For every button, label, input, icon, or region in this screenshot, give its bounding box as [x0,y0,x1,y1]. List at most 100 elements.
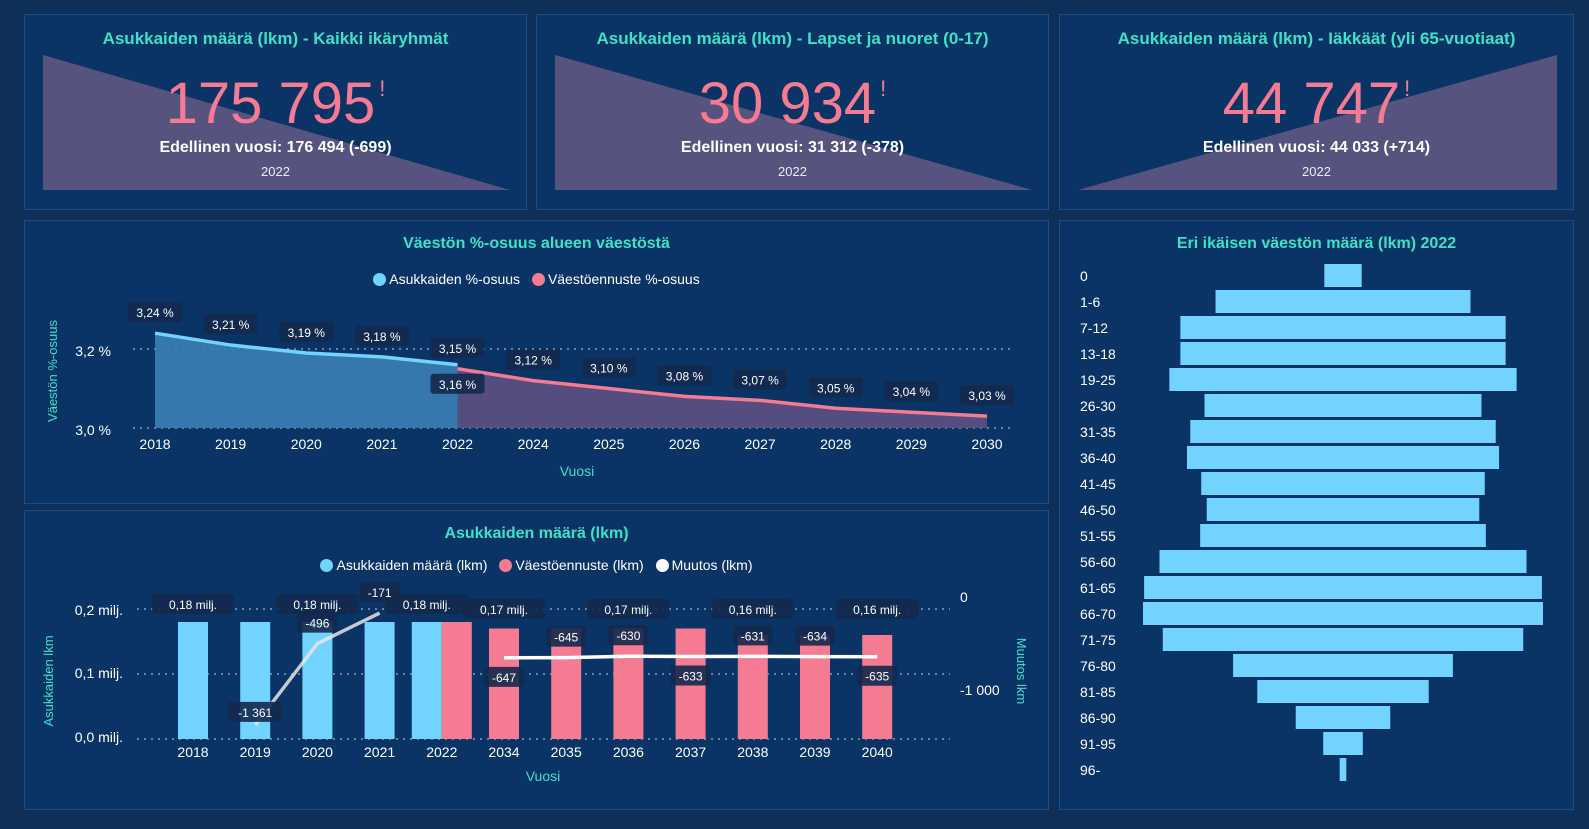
x-tick-label: 2037 [675,744,706,760]
data-label-bg [857,665,898,686]
data-label-bg [359,582,400,603]
kpi-previous: Edellinen vuosi: 44 033 (+714) [1202,139,1431,156]
age-label: 46-50 [1080,502,1116,518]
y-tick-label: 0,1 milj. [75,665,123,681]
data-label: 0,16 milj. [729,603,777,617]
chart-title: Eri ikäisen väestön määrä (lkm) 2022 [1176,235,1457,252]
age-bar [1323,732,1363,755]
data-label-bg [228,701,283,722]
age-label: 91-95 [1080,736,1116,752]
age-chart-panel: Eri ikäisen väestön määrä (lkm) 2022 0 1-… [1059,220,1574,810]
data-label: -635 [865,670,889,684]
change-line [253,611,381,726]
data-label-bg [960,385,1014,406]
data-label: -630 [616,629,640,643]
x-tick-label: 2028 [820,436,851,452]
age-label: 1-6 [1080,294,1100,310]
bar-actual [178,622,208,739]
age-label: 19-25 [1080,372,1116,388]
legend-dot [531,273,545,286]
kpi-year: 2022 [1302,164,1331,179]
x-tick-label: 2026 [669,436,700,452]
kpi-card-total: Asukkaiden määrä (lkm) - Kaikki ikäryhmä… [24,14,527,210]
data-label-bg [279,321,334,342]
kpi-previous: Edellinen vuosi: 31 312 (-378) [680,139,905,156]
legend-item[interactable]: Väestöennuste %-osuus [531,271,700,287]
age-label: 86-90 [1080,710,1116,726]
x-axis-title: Vuosi [560,463,595,479]
y-tick-label: 0,0 milj. [75,729,123,745]
data-label-bg [484,666,524,687]
kpi-trend-shape [555,55,1032,190]
age-bar [1324,264,1362,287]
age-bar [1169,368,1517,391]
legend-label: Asukkaiden %-osuus [389,271,521,287]
data-label: -496 [305,617,329,631]
data-label-bg [354,325,409,346]
data-label-bg [430,337,485,358]
data-label-bg [884,381,939,402]
age-bar [1144,576,1542,599]
age-bar [1186,446,1500,469]
chart-title: Asukkaiden määrä (lkm) [444,525,629,542]
bar-actual [364,622,395,739]
x-tick-label: 2018 [177,744,208,760]
legend-item[interactable]: Asukkaiden %-osuus [373,271,520,287]
data-label-bg [608,625,649,646]
age-bar [1159,550,1527,573]
data-label: 3,10 % [590,362,628,376]
kpi-year: 2022 [778,164,807,179]
data-label-bg [657,365,712,386]
x-tick-label: 2030 [971,436,1002,452]
x-tick-label: 2019 [215,436,246,452]
change-line [503,654,878,660]
data-label-bg [670,665,711,686]
kpi-card-children: Asukkaiden määrä (lkm) - Lapset ja nuore… [536,14,1049,210]
kpi-title: Asukkaiden määrä (lkm) - Kaikki ikäryhmä… [102,29,449,48]
warning-icon: ! [1404,76,1411,101]
age-label: 36-40 [1080,450,1116,466]
age-bar [1215,290,1471,313]
x-tick-label: 2038 [737,744,768,760]
data-label-bg [506,349,561,370]
kpi-trend-shape [1078,55,1557,190]
data-label-bg [128,302,182,323]
data-label-bg [385,594,468,614]
legend-item[interactable]: Muutos (lkm) [655,557,753,573]
legend-item[interactable]: Asukkaiden määrä (lkm) [320,557,487,573]
data-label-bg [463,599,545,619]
age-label: 0 [1080,268,1088,284]
age-label: 96- [1080,762,1101,778]
data-label: 3,18 % [363,330,401,344]
data-label: -171 [368,586,392,600]
legend-label: Väestöennuste (lkm) [515,557,644,573]
legend-item[interactable]: Väestöennuste (lkm) [499,557,644,573]
x-tick-label: 2021 [366,436,397,452]
legend-label: Väestöennuste %-osuus [547,271,700,287]
kpi-year: 2022 [261,164,290,179]
data-label: -1 361 [238,706,272,720]
x-tick-label: 2027 [745,436,776,452]
kpi-trend-shape [43,55,510,190]
age-label: 13-18 [1080,346,1116,362]
data-label: 3,12 % [515,354,553,368]
bar-actual [411,622,442,739]
age-bar [1180,342,1506,365]
data-label: 0,16 milj. [853,603,901,617]
kpi-card-elderly: Asukkaiden määrä (lkm) - Iäkkäät (yli 65… [1059,14,1574,210]
age-label: 56-60 [1080,554,1116,570]
age-chart: 0 1-6 7-12 13-18 19-25 26-30 31-35 36-40 41-45 46… [1080,264,1543,781]
kpi-value: 175 795 [165,71,376,136]
age-bar [1162,628,1524,651]
age-label: 66-70 [1080,606,1116,622]
legend: Asukkaiden %-osuus Väestöennuste %-osuus [25,271,1048,287]
x-tick-label: 2034 [488,744,519,760]
age-bar [1206,498,1480,521]
data-label-bg [732,625,773,646]
data-label: 0,18 milj. [293,598,341,612]
area-0 [155,333,458,428]
warning-icon: ! [379,76,386,101]
x-tick-label: 2029 [896,436,927,452]
data-label-bg [546,626,587,647]
data-label: 3,19 % [288,326,326,340]
